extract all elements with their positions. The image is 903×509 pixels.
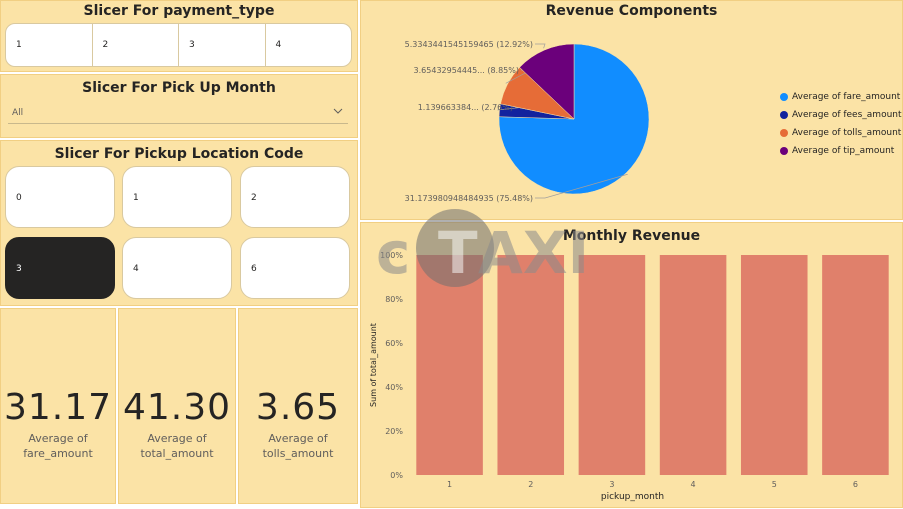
- x-tick-label: 3: [609, 480, 614, 489]
- kpi-card-tolls: 3.65 Average of tolls_amount: [238, 308, 358, 504]
- dropdown-selected-value: All: [12, 108, 24, 118]
- x-tick-label: 2: [528, 480, 533, 489]
- pie-data-label: 1.139663384... (2.76%): [418, 103, 513, 112]
- bar-month-1[interactable]: [416, 255, 483, 475]
- pie-slice-fare-amount[interactable]: [498, 43, 650, 195]
- bar-chart: 0% 20% 40% 60% 80% 100% 1 2 3 4 5 6 pickup_month Sum …: [369, 251, 889, 502]
- payment-type-option-3[interactable]: 3: [179, 24, 266, 66]
- bar-chart-title: Monthly Revenue: [562, 228, 701, 244]
- payment-type-option-1[interactable]: 1: [6, 24, 93, 66]
- kpi-label: Average of fare_amount: [23, 432, 93, 460]
- location-option-2[interactable]: 2: [240, 166, 350, 228]
- legend-marker-icon: [780, 111, 788, 119]
- location-option-label: 3: [16, 264, 22, 274]
- legend-item[interactable]: Average of tolls_amount: [780, 124, 902, 142]
- location-slicer-title: Slicer For Pickup Location Code: [54, 146, 304, 162]
- payment-type-slicer: Slicer For payment_type 1 2 3 4: [0, 0, 358, 72]
- pie-leader-line: [535, 173, 628, 199]
- legend-item[interactable]: Average of fare_amount: [780, 88, 902, 106]
- revenue-components-chart: Revenue Components 31.173980948484935 (7…: [360, 0, 903, 220]
- location-option-label: 1: [133, 193, 139, 203]
- x-tick-label: 6: [853, 480, 858, 489]
- location-option-6[interactable]: 6: [240, 237, 350, 299]
- pie-legend: Average of fare_amount Average of fees_am…: [780, 88, 902, 160]
- legend-item[interactable]: Average of fees_amount: [780, 106, 902, 124]
- location-option-label: 4: [133, 264, 139, 274]
- location-option-label: 0: [16, 193, 22, 203]
- payment-type-options: 1 2 3 4: [5, 23, 352, 67]
- pie-data-label: 3.65432954445... (8.85%): [414, 66, 519, 75]
- y-tick-label: 60%: [385, 339, 403, 348]
- bar-month-3[interactable]: [578, 255, 646, 475]
- kpi-value: 41.30: [122, 387, 232, 428]
- legend-marker-icon: [780, 93, 788, 101]
- pie-data-label: 5.3343441545159465 (12.92%): [405, 40, 533, 49]
- legend-item[interactable]: Average of tip_amount: [780, 142, 902, 160]
- kpi-value: 31.17: [3, 387, 113, 428]
- kpi-label: Average of total_amount: [140, 432, 214, 460]
- kpi-label: Average of tolls_amount: [262, 432, 334, 460]
- y-tick-label: 40%: [385, 383, 403, 392]
- kpi-value: 3.65: [255, 387, 341, 428]
- pie-slice-tip-amount[interactable]: [519, 43, 575, 120]
- pie-leader-line: [535, 43, 546, 49]
- pie-chart: 31.173980948484935 (75.48%) 1.139663384..…: [405, 40, 650, 203]
- y-axis-label: Sum of total_amount: [369, 323, 378, 407]
- y-tick-label: 20%: [385, 427, 403, 436]
- legend-label: Average of tip_amount: [792, 146, 895, 156]
- x-tick-label: 5: [772, 480, 777, 489]
- kpi-card-fare: 31.17 Average of fare_amount: [0, 308, 116, 504]
- x-tick-label: 1: [447, 480, 452, 489]
- location-option-label: 2: [251, 193, 257, 203]
- monthly-revenue-chart: Monthly Revenue 0% 20% 40% 60% 80% 100% 1 2 3 4 5 6…: [360, 222, 903, 508]
- payment-type-option-2[interactable]: 2: [93, 24, 179, 66]
- location-option-0[interactable]: 0: [5, 166, 115, 228]
- y-tick-label: 100%: [380, 251, 403, 260]
- legend-label: Average of fare_amount: [792, 92, 901, 102]
- y-tick-label: 80%: [385, 295, 403, 304]
- bar-month-4[interactable]: [659, 255, 727, 475]
- kpi-card-total: 41.30 Average of total_amount: [118, 308, 236, 504]
- pickup-month-dropdown[interactable]: All: [8, 102, 348, 124]
- bar-month-5[interactable]: [740, 255, 808, 475]
- location-option-3[interactable]: 3: [5, 237, 115, 299]
- location-option-4[interactable]: 4: [122, 237, 232, 299]
- payment-type-option-4[interactable]: 4: [275, 40, 282, 50]
- y-tick-label: 0%: [390, 471, 403, 480]
- location-option-1[interactable]: 1: [122, 166, 232, 228]
- legend-label: Average of fees_amount: [792, 110, 902, 120]
- month-slicer-title: Slicer For Pick Up Month: [82, 80, 276, 96]
- payment-slicer-title: Slicer For payment_type: [83, 3, 275, 19]
- bar-month-2[interactable]: [497, 255, 565, 475]
- bar-month-6[interactable]: [822, 255, 889, 475]
- pie-data-label: 31.173980948484935 (75.48%): [405, 194, 533, 203]
- legend-marker-icon: [780, 129, 788, 137]
- chevron-down-icon: [332, 105, 344, 120]
- x-axis-label: pickup_month: [601, 492, 664, 502]
- pie-chart-title: Revenue Components: [545, 3, 718, 19]
- x-tick-label: 4: [691, 480, 696, 489]
- location-option-label: 6: [251, 264, 257, 274]
- legend-marker-icon: [780, 147, 788, 155]
- pickup-month-slicer: Slicer For Pick Up Month: [0, 74, 358, 138]
- legend-label: Average of tolls_amount: [792, 128, 902, 138]
